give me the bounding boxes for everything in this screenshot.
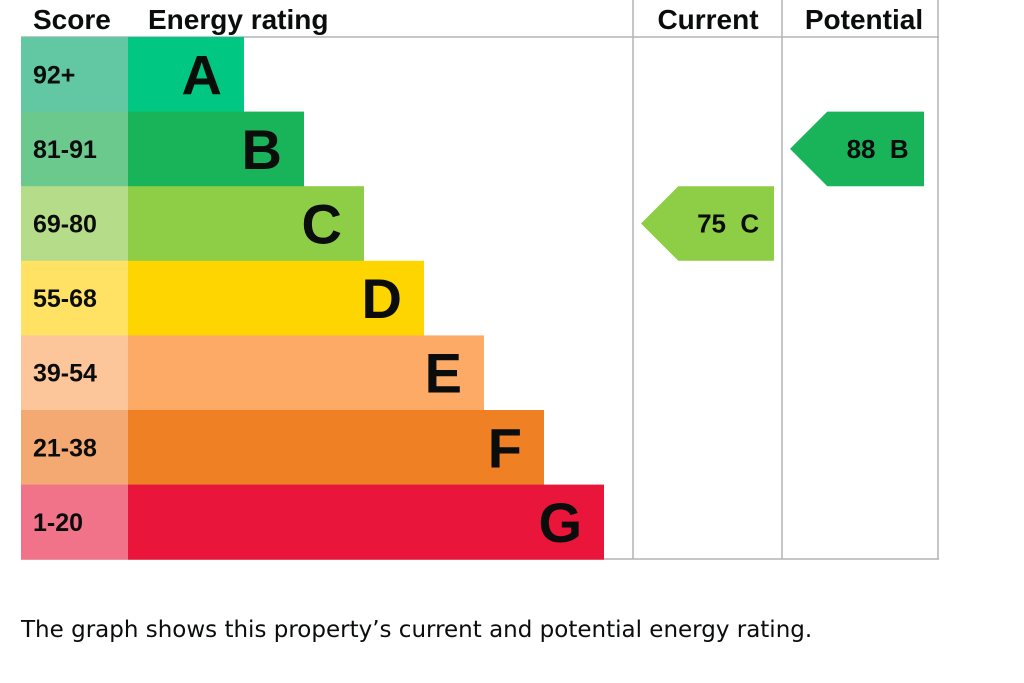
score-cell-e <box>21 335 128 411</box>
score-column-header: Score <box>33 4 111 35</box>
energy-rating-column-header: Energy rating <box>148 4 328 35</box>
score-cell-d <box>21 260 128 336</box>
score-cell-b <box>21 111 128 187</box>
rating-bar-e <box>128 335 484 411</box>
score-range-d: 55-68 <box>33 285 97 313</box>
rating-bar-a <box>128 37 244 113</box>
score-range-b: 81-91 <box>33 136 97 164</box>
rating-bar-g <box>128 484 604 560</box>
potential-rating-arrow <box>790 111 924 187</box>
current-column-header: Current <box>657 4 758 35</box>
score-cell-g <box>21 484 128 560</box>
score-range-g: 1-20 <box>33 509 83 537</box>
rating-letter-f: F <box>488 416 522 479</box>
chart-caption: The graph shows this property’s current … <box>21 617 813 643</box>
score-range-e: 39-54 <box>33 360 97 388</box>
rating-letter-c: C <box>302 193 342 256</box>
rating-letter-a: A <box>182 43 222 106</box>
rating-bar-c <box>128 186 364 262</box>
rating-bands: 92+ A 81-91 B 69-80 C 55-68 D 39-54 E 21-38 F 1-20 G <box>21 37 604 560</box>
rating-bar-b <box>128 111 304 187</box>
rating-arrows: 75 C 88 B <box>641 111 924 261</box>
score-range-a: 92+ <box>33 61 75 89</box>
score-cell-a <box>21 37 128 113</box>
score-cell-f <box>21 410 128 486</box>
rating-letter-g: G <box>538 491 582 554</box>
energy-rating-chart: Score Energy rating Current Potential 92… <box>21 0 939 560</box>
potential-column-header: Potential <box>805 4 923 35</box>
rating-letter-e: E <box>425 342 462 405</box>
score-range-f: 21-38 <box>33 434 97 462</box>
score-range-c: 69-80 <box>33 211 97 239</box>
rating-letter-d: D <box>362 267 402 330</box>
score-cell-c <box>21 186 128 262</box>
current-rating-label: 75 C <box>697 209 759 239</box>
rating-bar-f <box>128 410 544 486</box>
rating-bar-d <box>128 260 424 336</box>
rating-letter-b: B <box>242 118 282 181</box>
current-rating-arrow <box>641 186 774 261</box>
potential-rating-label: 88 B <box>847 134 909 164</box>
